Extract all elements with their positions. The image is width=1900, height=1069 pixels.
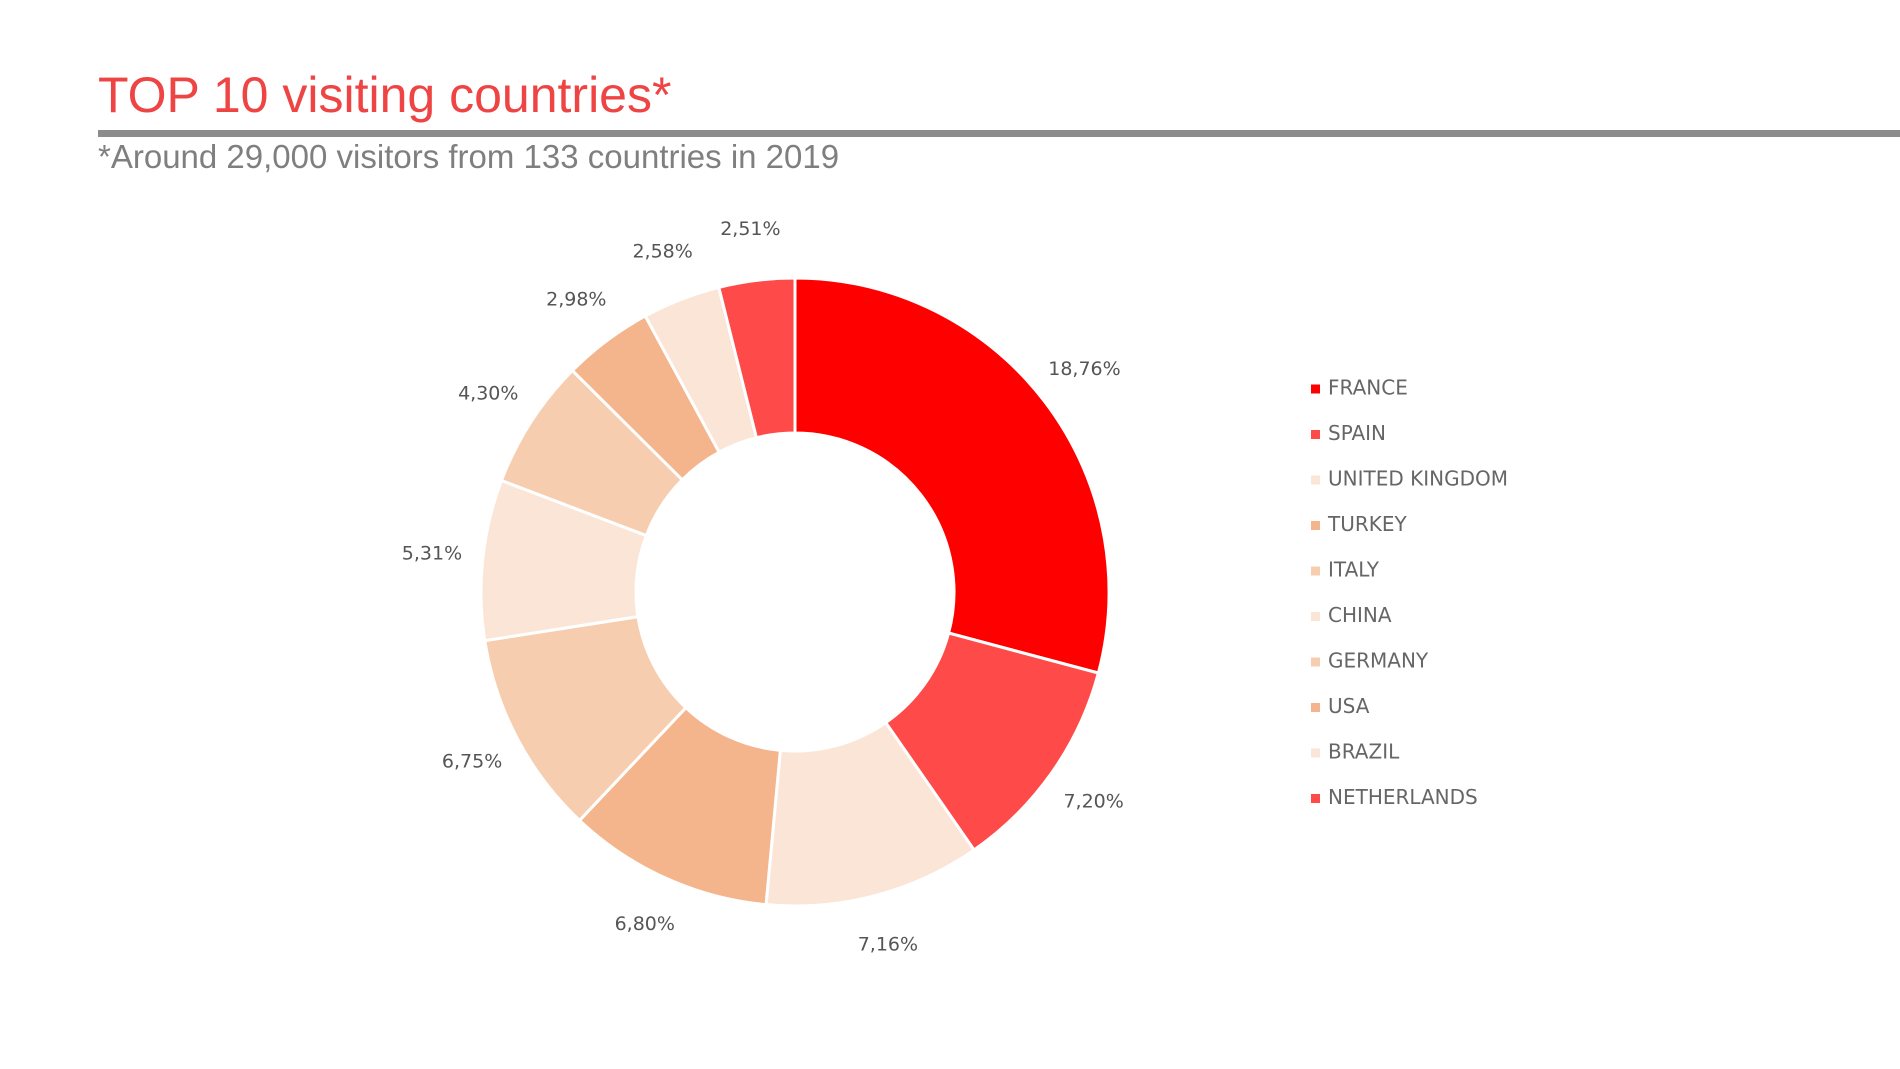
legend-swatch-spain <box>1311 430 1320 439</box>
chart-legend: FRANCE SPAIN UNITED KINGDOM TURKEY ITALY CHIN… <box>1311 376 1508 809</box>
legend-label-france: FRANCE <box>1328 376 1408 400</box>
legend-swatch-netherlands <box>1311 794 1320 803</box>
legend-swatch-brazil <box>1311 748 1320 758</box>
legend-swatch-united-kingdom <box>1311 475 1320 485</box>
legend-swatch-usa <box>1311 703 1320 712</box>
data-label-usa: 2,98% <box>546 288 606 310</box>
legend-swatch-italy <box>1311 566 1320 576</box>
data-label-italy: 6,75% <box>442 751 502 773</box>
legend-label-germany: GERMANY <box>1328 649 1429 673</box>
legend-label-turkey: TURKEY <box>1327 512 1408 536</box>
data-label-china: 5,31% <box>402 543 462 565</box>
legend-swatch-france <box>1311 384 1320 394</box>
data-labels: 18,76% 7,20% 7,16% 6,80% 6,75% 5,31% 4,30% 2,98… <box>402 218 1124 955</box>
legend-label-brazil: BRAZIL <box>1328 740 1400 764</box>
slide-title: TOP 10 visiting countries* <box>98 67 672 123</box>
title-divider <box>98 130 1900 137</box>
legend-swatch-turkey <box>1311 521 1320 530</box>
legend-label-netherlands: NETHERLANDS <box>1328 785 1478 809</box>
legend-swatch-germany <box>1311 657 1320 667</box>
data-label-netherlands: 2,51% <box>720 218 780 240</box>
legend-label-china: CHINA <box>1328 603 1392 627</box>
data-label-turkey: 6,80% <box>615 913 675 935</box>
legend-label-italy: ITALY <box>1328 558 1380 582</box>
legend-label-united-kingdom: UNITED KINGDOM <box>1328 467 1508 491</box>
legend-swatch-china <box>1311 612 1320 621</box>
legend-label-spain: SPAIN <box>1328 421 1386 445</box>
slide-subtitle: *Around 29,000 visitors from 133 countri… <box>98 138 840 175</box>
data-label-germany: 4,30% <box>458 383 518 405</box>
slice-netherlands <box>716 276 797 440</box>
legend-label-usa: USA <box>1328 694 1370 718</box>
slice-italy <box>483 614 689 823</box>
data-label-france: 18,76% <box>1048 358 1120 380</box>
data-label-spain: 7,20% <box>1063 790 1123 812</box>
slice-france <box>793 276 1111 675</box>
data-label-united-kingdom: 7,16% <box>858 933 918 955</box>
data-label-brazil: 2,58% <box>632 240 692 262</box>
donut-slices <box>479 276 1111 908</box>
